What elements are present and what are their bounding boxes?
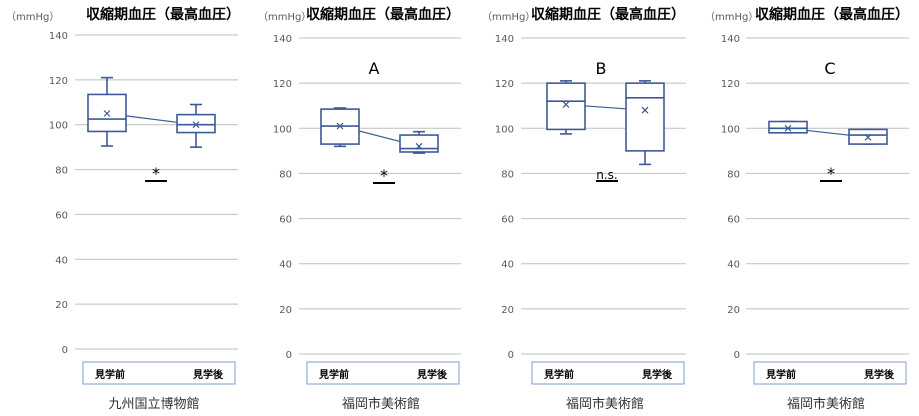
chart-panel-4: （mmHg）収縮期血圧（最高血圧） 0 20 40 60 80 100 120 140 C * 見学前… — [705, 6, 909, 412]
y-tick-label: 120 — [721, 79, 740, 90]
chart-title: 収縮期血圧（最高血圧） — [531, 6, 685, 23]
mean-marker — [192, 121, 200, 129]
y-tick-label: 120 — [273, 79, 292, 90]
x-category-label: 見学後 — [641, 368, 673, 381]
y-unit-label: （mmHg） — [482, 11, 535, 23]
y-tick-label: 60 — [279, 215, 292, 226]
venue-label: 福岡市美術館 — [566, 396, 644, 412]
chart-panel-3: （mmHg）収縮期血圧（最高血圧） 0 20 40 60 80 100 120 140 Bn.s.… — [482, 6, 686, 412]
y-unit-label: （mmHg） — [258, 11, 311, 23]
y-tick-label: 60 — [55, 210, 68, 221]
y-tick-label: 40 — [279, 260, 292, 271]
x-category-label: 見学後 — [192, 368, 224, 381]
y-tick-label: 40 — [727, 260, 740, 271]
chart-title: 収縮期血圧（最高血圧） — [306, 6, 460, 23]
y-tick-label: 20 — [55, 300, 68, 311]
chart-title: 収縮期血圧（最高血圧） — [755, 6, 909, 23]
x-category-label: 見学後 — [416, 368, 448, 381]
mean-marker — [562, 101, 570, 109]
y-tick-label: 60 — [501, 215, 514, 226]
x-category-label: 見学前 — [543, 368, 574, 381]
panel-label: A — [369, 59, 380, 78]
category-legend-box — [82, 361, 236, 385]
y-tick-label: 100 — [721, 124, 740, 135]
y-unit-label: （mmHg） — [705, 11, 758, 23]
y-tick-label: 140 — [49, 31, 68, 42]
y-tick-label: 20 — [727, 305, 740, 316]
y-tick-label: 80 — [55, 166, 68, 177]
y-tick-label: 100 — [495, 124, 514, 135]
significance-label: n.s. — [596, 168, 618, 182]
mean-marker — [415, 142, 423, 150]
venue-label: 福岡市美術館 — [787, 396, 865, 412]
box-0 — [546, 82, 586, 131]
y-tick-label: 40 — [55, 255, 68, 266]
category-legend-box — [531, 361, 685, 385]
y-tick-label: 0 — [62, 345, 68, 356]
venue-label: 福岡市美術館 — [342, 396, 420, 412]
y-tick-label: 40 — [501, 260, 514, 271]
x-category-label: 見学前 — [94, 368, 125, 381]
mean-marker — [336, 122, 344, 130]
y-tick-label: 100 — [49, 121, 68, 132]
significance-label: * — [827, 164, 835, 183]
y-tick-label: 120 — [495, 79, 514, 90]
chart-title: 収縮期血圧（最高血圧） — [86, 6, 240, 23]
mean-marker — [103, 110, 111, 117]
y-tick-label: 120 — [49, 76, 68, 87]
panel-label: C — [824, 59, 835, 78]
significance-label: * — [380, 166, 388, 185]
y-tick-label: 0 — [508, 350, 514, 361]
box-1 — [625, 82, 665, 152]
y-tick-label: 80 — [279, 169, 292, 180]
box-0 — [768, 120, 808, 134]
y-tick-label: 140 — [273, 34, 292, 45]
y-tick-label: 100 — [273, 124, 292, 135]
y-tick-label: 80 — [501, 169, 514, 180]
chart-panel-2: （mmHg）収縮期血圧（最高血圧） 0 20 40 60 80 100 120 140 A * 見学前… — [258, 6, 461, 412]
y-tick-label: 0 — [734, 350, 740, 361]
chart-panel-1: （mmHg） 収縮期血圧（最高血圧） 0 20 40 60 80 100 120 140 * 見学前 見… — [6, 6, 240, 412]
box-1 — [176, 113, 216, 134]
significance-label: * — [152, 164, 160, 183]
panel-label: B — [596, 59, 607, 78]
x-category-label: 見学後 — [863, 368, 895, 381]
y-tick-label: 60 — [727, 215, 740, 226]
category-legend-box — [753, 361, 907, 385]
category-legend-box — [306, 361, 460, 385]
y-tick-label: 0 — [286, 350, 292, 361]
y-tick-label: 80 — [727, 169, 740, 180]
venue-label: 九州国立博物館 — [108, 397, 199, 412]
y-tick-label: 20 — [501, 305, 514, 316]
mean-marker — [864, 133, 872, 141]
y-tick-label: 20 — [279, 305, 292, 316]
x-category-label: 見学前 — [318, 368, 349, 381]
box-1 — [399, 134, 439, 153]
y-unit-label: （mmHg） — [6, 11, 59, 23]
y-tick-label: 140 — [721, 34, 740, 45]
mean-marker — [641, 106, 649, 114]
x-category-label: 見学前 — [765, 368, 796, 381]
y-tick-label: 140 — [495, 34, 514, 45]
mean-marker — [784, 124, 792, 132]
